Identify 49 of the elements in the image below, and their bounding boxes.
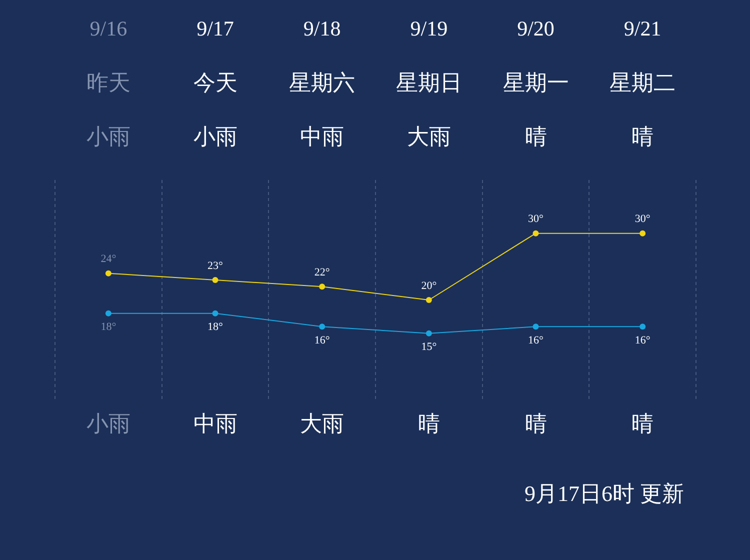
- point: [426, 330, 432, 336]
- point: [319, 324, 326, 330]
- data-label: 18°: [100, 321, 116, 334]
- text: 中雨: [193, 410, 238, 436]
- data-label: 18°: [208, 321, 223, 334]
- data-label: 16°: [314, 334, 330, 347]
- text: 星期日: [396, 70, 462, 95]
- point: [319, 284, 326, 290]
- point: [426, 297, 432, 303]
- text: 中雨: [300, 124, 344, 149]
- point: [212, 310, 218, 316]
- text: 小雨: [86, 124, 130, 149]
- text: 大雨: [300, 410, 344, 436]
- point: [105, 270, 112, 276]
- data-label: 30°: [528, 213, 544, 226]
- x-tick-label: 9/18: [303, 16, 341, 41]
- text: 晴: [632, 124, 654, 149]
- text: 大雨: [406, 124, 451, 149]
- data-label: 16°: [634, 334, 650, 347]
- x-tick-label: 9/16: [90, 16, 128, 41]
- text: 晴: [418, 410, 440, 436]
- point: [532, 230, 539, 236]
- data-label: 24°: [100, 253, 116, 266]
- x-tick-label: 9/17: [196, 16, 234, 41]
- text: 星期六: [289, 70, 356, 95]
- text: 星期二: [610, 70, 676, 95]
- data-label: 15°: [421, 341, 437, 354]
- text: 小雨: [193, 124, 238, 149]
- data-label: 23°: [208, 260, 223, 272]
- text: 9月17日6时 更新: [524, 480, 684, 506]
- text: 昨天: [86, 70, 130, 95]
- point: [105, 310, 112, 316]
- data-label: 20°: [421, 280, 437, 292]
- point: [640, 324, 646, 330]
- text: 星期一: [502, 70, 569, 95]
- text: 晴: [524, 410, 547, 436]
- data-label: 16°: [528, 334, 544, 347]
- text: 晴: [632, 410, 654, 436]
- x-tick-label: 9/19: [410, 16, 448, 41]
- text: 小雨: [86, 410, 130, 436]
- point: [212, 277, 218, 283]
- data-label: 30°: [634, 213, 650, 226]
- point: [532, 324, 539, 330]
- data-label: 22°: [314, 266, 330, 279]
- x-tick-label: 9/21: [624, 16, 662, 41]
- x-tick-label: 9/20: [517, 16, 554, 41]
- point: [640, 230, 646, 236]
- text: 今天: [193, 70, 238, 95]
- text: 晴: [524, 124, 547, 149]
